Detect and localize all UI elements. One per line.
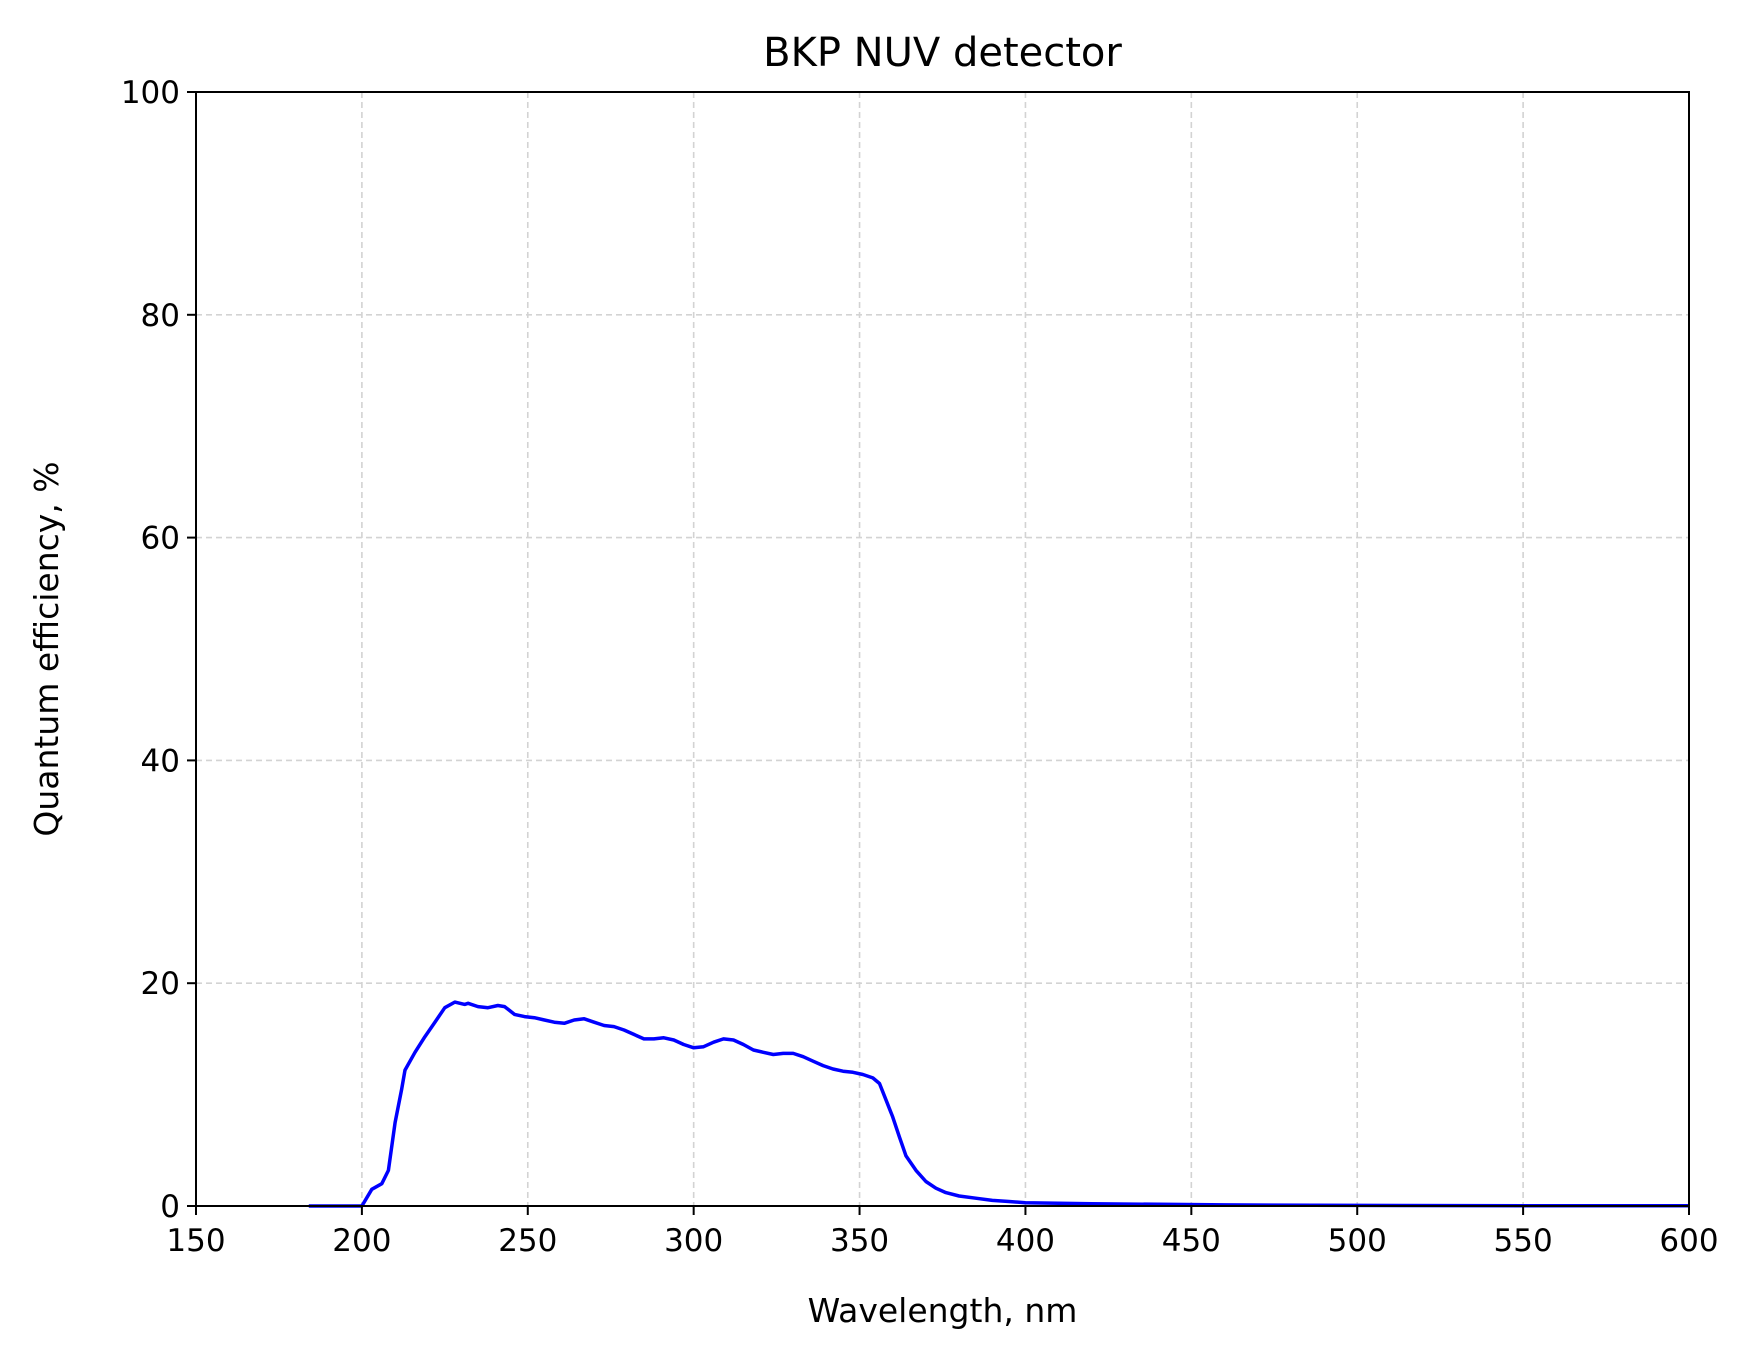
y-tick-label: 0 <box>160 1189 180 1225</box>
plot-area <box>308 1000 1690 1208</box>
y-tick-label: 80 <box>141 298 180 334</box>
x-tick-label: 450 <box>1162 1223 1221 1259</box>
x-tick-label: 150 <box>166 1223 225 1259</box>
x-tick-label: 600 <box>1659 1223 1718 1259</box>
x-tick-label: 350 <box>830 1223 889 1259</box>
series-line <box>308 1000 1690 1208</box>
x-tick-label: 300 <box>664 1223 723 1259</box>
x-tick-label: 550 <box>1494 1223 1553 1259</box>
y-tick-label: 100 <box>121 75 180 111</box>
x-tick-label: 250 <box>498 1223 557 1259</box>
y-tick-label: 40 <box>141 743 180 779</box>
x-tick-label: 200 <box>332 1223 391 1259</box>
axes-frame <box>195 91 1690 1207</box>
x-axis-title: Wavelength, nm <box>808 1291 1078 1330</box>
y-tick-label: 20 <box>141 966 180 1002</box>
y-axis-title: Quantum efficiency, % <box>27 461 66 836</box>
axis-ticks: 150 200 250 300 350 400 450 500 550 600 0 20 40 60 80 1… <box>121 75 1719 1259</box>
chart-title: BKP NUV detector <box>763 30 1122 76</box>
x-tick-label: 500 <box>1328 1223 1387 1259</box>
y-tick-label: 60 <box>141 521 180 557</box>
x-tick-label: 400 <box>996 1223 1055 1259</box>
grid <box>195 91 1690 1207</box>
